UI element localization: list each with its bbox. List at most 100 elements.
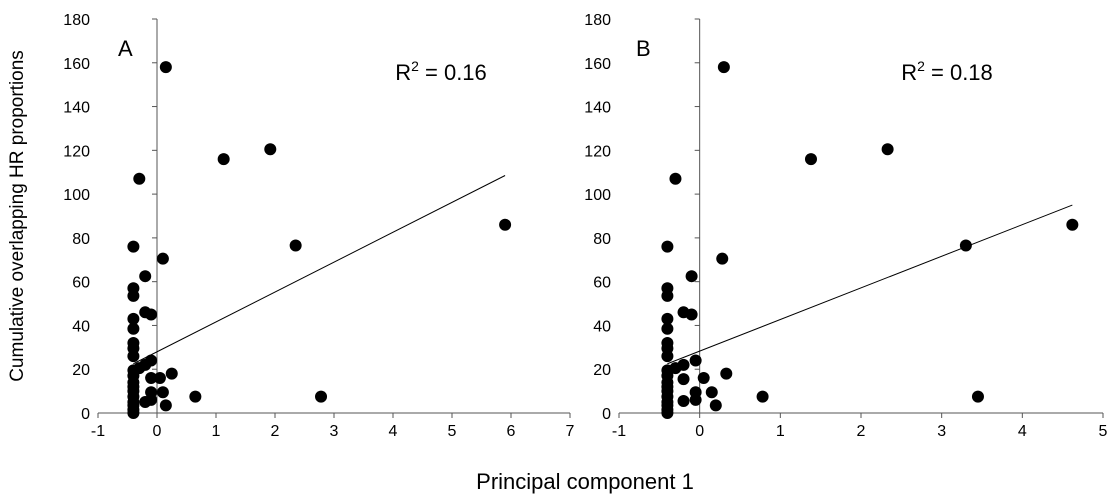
data-point [217,153,230,166]
y-tick-label: 140 [584,100,611,117]
data-point [689,354,702,367]
r-squared-annotation: R2 = 0.16 [395,58,487,85]
x-tick-label: 3 [330,423,339,440]
data-point [669,172,682,185]
data-point [756,390,769,403]
y-tick-label: 80 [72,231,90,248]
data-point [145,371,158,384]
data-point [705,386,718,399]
data-point [127,322,140,335]
y-tick-label: 40 [72,318,90,335]
data-point [139,270,152,283]
data-point [159,399,172,412]
r-squared-prefix: R [901,60,917,85]
data-point [689,393,702,406]
data-point [661,240,674,253]
y-tick-label: 180 [63,12,90,29]
r-squared-prefix: R [395,60,411,85]
data-point [717,61,730,74]
y-tick-label: 20 [593,362,611,379]
x-tick-label: 2 [271,423,280,440]
x-tick-label: 4 [1018,423,1027,440]
r-squared-exponent: 2 [917,58,925,74]
x-tick-label: 0 [153,423,162,440]
y-axis-label: Cumulative overlapping HR proportions [7,50,28,382]
x-tick-label: 2 [857,423,866,440]
y-tick-label: 160 [584,56,611,73]
y-tick-label: 60 [593,275,611,292]
data-point [661,350,674,363]
y-tick-label: 140 [63,100,90,117]
y-tick-label: 160 [63,56,90,73]
data-point [959,239,972,252]
data-point [156,252,169,265]
data-point [189,390,202,403]
y-tick-label: 180 [584,12,611,29]
x-tick-label: 5 [448,423,457,440]
data-point [127,407,140,419]
x-tick-label: -1 [612,423,626,440]
data-point [127,350,140,363]
y-tick-label: 60 [72,275,90,292]
y-tick-label: 20 [72,362,90,379]
data-point [264,143,277,156]
x-tick-label: 6 [507,423,516,440]
x-axis-label: Principal component 1 [476,469,694,494]
x-tick-label: -1 [91,423,105,440]
r-squared-value: = 0.18 [925,60,993,85]
y-tick-label: 120 [63,143,90,160]
data-point [677,373,690,386]
data-point [720,367,733,380]
x-tick-label: 3 [937,423,946,440]
data-point [697,371,710,384]
y-tick-label: 0 [81,406,90,423]
data-point [804,153,817,166]
data-point [661,407,674,419]
r-squared-exponent: 2 [411,58,419,74]
r-squared-value: = 0.16 [419,60,487,85]
r-squared-annotation: R2 = 0.18 [901,58,993,85]
data-point [127,240,140,253]
x-tick-label: 1 [212,423,221,440]
data-point [499,218,512,231]
x-tick-label: 0 [695,423,704,440]
x-tick-label: 1 [776,423,785,440]
data-point [145,308,158,321]
trendline [133,175,506,365]
x-tick-label: 7 [566,423,575,440]
data-point [139,396,152,409]
x-tick-label: 4 [389,423,398,440]
data-point [133,172,146,185]
data-point [881,143,894,156]
data-point [677,394,690,407]
data-point [661,322,674,335]
panel-label: A [118,36,133,61]
data-point [716,252,729,265]
y-tick-label: 80 [593,231,611,248]
data-point [971,390,984,403]
data-point [661,289,674,302]
data-point [709,399,722,412]
data-point [661,312,674,325]
data-point [315,390,328,403]
data-point [159,61,172,74]
data-point [685,308,698,321]
data-point [165,367,178,380]
data-point [685,270,698,283]
data-point [153,371,166,384]
data-point [127,312,140,325]
x-tick-label: 5 [1099,423,1108,440]
y-tick-label: 40 [593,318,611,335]
trendline [667,204,1073,365]
panel-label: B [636,36,651,61]
y-tick-label: 120 [584,143,611,160]
data-point [127,289,140,302]
data-point [289,239,302,252]
y-tick-label: 100 [584,187,611,204]
data-point [1066,218,1079,231]
y-tick-label: 0 [602,406,611,423]
y-tick-label: 100 [63,187,90,204]
